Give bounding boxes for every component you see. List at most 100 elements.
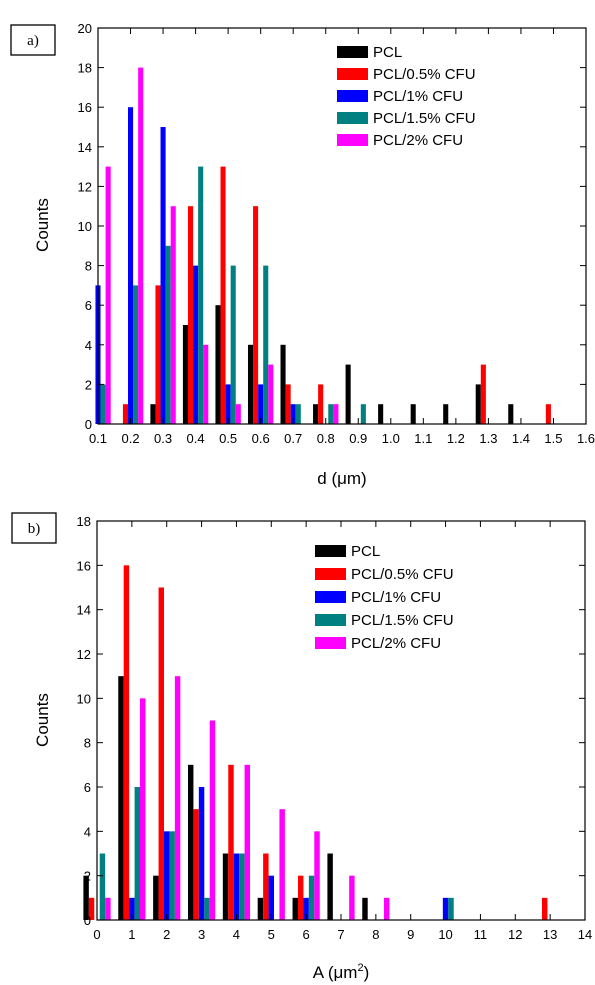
legend-label-a-0: PCL xyxy=(373,44,402,61)
bar-a-series-2-pt-3 xyxy=(193,265,199,424)
bar-b-series-0-pt-7 xyxy=(327,853,333,920)
x-tick-label-a-11: 1.2 xyxy=(447,431,465,446)
bar-a-series-3-pt-5 xyxy=(263,265,269,424)
bar-b-series-2-pt-0 xyxy=(129,897,135,920)
bar-b-series-4-pt-2 xyxy=(174,676,181,920)
bar-b-series-1-pt-4 xyxy=(228,764,234,920)
x-tick-label-b-9: 9 xyxy=(407,927,414,942)
bar-b-series-4-pt-7 xyxy=(349,875,355,920)
x-axis-label-b: A (μm2) xyxy=(313,962,370,982)
panel-label-frame-a xyxy=(10,24,56,56)
bar-b-series-0-pt-4 xyxy=(222,853,229,920)
bar-b-series-4-pt-3 xyxy=(209,720,216,920)
bar-a-series-1-pt-8 xyxy=(545,404,551,424)
bar-a-series-2-pt-6 xyxy=(290,404,296,424)
bar-a-series-4-pt-3 xyxy=(203,344,209,424)
legend-a: PCL PCL/0.5% CFU PCL/1% CFU PCL/1.5% CFU PCL… xyxy=(337,44,476,149)
x-tick-label-a-14: 1.5 xyxy=(544,431,562,446)
bar-b-series-0-pt-1 xyxy=(118,676,124,920)
bar-b-series-1-pt-6 xyxy=(297,875,304,920)
chart-panel-a: a) 0.1 0.2 0.3 0.4 0.5 0.6 0.7 0.8 0.9 1.0 1.1 1.2 1… xyxy=(10,21,595,488)
legend-label-b-4: PCL/2% CFU xyxy=(351,635,441,652)
bar-a-series-1-pt-6 xyxy=(318,384,324,424)
bar-b-series-0-pt-6 xyxy=(292,897,298,920)
x-tick-label-b-3: 3 xyxy=(198,927,205,942)
x-tick-label-a-15: 1.6 xyxy=(577,431,595,446)
bar-b-series-3-pt-4 xyxy=(239,853,245,920)
bar-a-series-2-pt-5 xyxy=(258,384,264,424)
legend-swatch-a-1 xyxy=(337,68,368,80)
bar-b-series-2-pt-1 xyxy=(164,831,170,920)
bar-a-series-4-pt-0 xyxy=(105,166,111,424)
bar-b-series-4-pt-1 xyxy=(140,698,146,920)
x-tick-label-b-4: 4 xyxy=(233,927,240,942)
bar-b-series-4-pt-4 xyxy=(244,764,251,920)
y-tick-label-a-6: 12 xyxy=(78,179,92,194)
bar-b-series-1-pt-5 xyxy=(263,853,269,920)
bar-a-series-0-pt-11 xyxy=(508,404,514,424)
y-tick-label-b-0: 0 xyxy=(84,913,91,928)
legend-swatch-b-1 xyxy=(315,568,346,580)
bar-a-series-0-pt-4 xyxy=(280,344,286,424)
bar-a-series-0-pt-5 xyxy=(313,404,319,424)
y-tick-label-b-8: 16 xyxy=(77,558,91,573)
bar-b-series-3-pt-2 xyxy=(169,831,175,920)
bar-a-series-1-pt-2 xyxy=(187,206,194,424)
x-tick-label-b-12: 12 xyxy=(508,927,522,942)
x-tick-label-b-6: 6 xyxy=(303,927,310,942)
y-tick-label-a-3: 6 xyxy=(85,298,92,313)
y-tick-label-a-1: 2 xyxy=(85,377,92,392)
bar-b-series-1-pt-7 xyxy=(541,897,548,920)
bar-b-series-3-pt-0 xyxy=(99,853,106,920)
bar-a-series-0-pt-6 xyxy=(345,364,351,424)
bar-b-series-2-pt-2 xyxy=(198,787,205,920)
bar-a-series-3-pt-6 xyxy=(295,404,301,424)
bar-a-series-0-pt-7 xyxy=(378,404,384,424)
y-tick-label-a-0: 0 xyxy=(85,417,92,432)
legend-label-b-1: PCL/0.5% CFU xyxy=(351,566,454,583)
legend-swatch-a-3 xyxy=(337,112,368,124)
bar-a-series-0-pt-8 xyxy=(410,404,416,424)
bar-b-series-4-pt-8 xyxy=(384,897,390,920)
panel-label-b: b) xyxy=(28,521,41,537)
x-tick-label-a-0: 0.1 xyxy=(89,431,107,446)
bar-b-series-0-pt-0 xyxy=(83,875,89,920)
bar-b-series-2-pt-6 xyxy=(442,897,449,920)
bar-a-series-4-pt-1 xyxy=(138,67,144,424)
bar-b-series-0-pt-5 xyxy=(257,897,264,920)
plot-frame-a xyxy=(97,27,587,425)
x-tick-label-b-1: 1 xyxy=(128,927,135,942)
y-tick-label-b-2: 4 xyxy=(84,824,91,839)
x-tick-label-b-8: 8 xyxy=(372,927,379,942)
x-tick-label-a-3: 0.4 xyxy=(187,431,205,446)
bar-b-series-1-pt-1 xyxy=(123,565,130,920)
x-tick-label-a-8: 0.9 xyxy=(349,431,367,446)
panel-label-box-a: a) xyxy=(10,24,56,56)
panel-label-box-b: b) xyxy=(11,512,57,544)
legend-label-a-1: PCL/0.5% CFU xyxy=(373,66,476,83)
legend-label-a-3: PCL/1.5% CFU xyxy=(373,110,476,127)
bar-a-series-3-pt-8 xyxy=(360,404,366,424)
bar-b-series-2-pt-3 xyxy=(233,853,240,920)
x-axis-label-a: d (μm) xyxy=(317,469,366,488)
x-tick-label-a-1: 0.2 xyxy=(121,431,139,446)
bar-a-series-1-pt-3 xyxy=(220,166,226,424)
x-tick-label-a-2: 0.3 xyxy=(154,431,172,446)
bar-b-series-1-pt-0 xyxy=(88,897,95,920)
bar-a-series-3-pt-3 xyxy=(198,166,204,424)
x-axis-label-b-main: A (μm xyxy=(313,963,358,982)
x-tick-label-a-6: 0.7 xyxy=(284,431,302,446)
y-tick-label-a-8: 16 xyxy=(78,100,92,115)
y-axis-label-a: Counts xyxy=(33,198,52,252)
bars-b xyxy=(83,565,548,920)
bar-b-series-3-pt-5 xyxy=(308,875,315,920)
x-tick-label-b-14: 14 xyxy=(578,927,592,942)
legend-swatch-b-0 xyxy=(315,545,346,557)
bar-a-series-4-pt-4 xyxy=(235,404,241,424)
bar-a-series-0-pt-9 xyxy=(443,404,449,424)
axis-ticks-a: 0.1 0.2 0.3 0.4 0.5 0.6 0.7 0.8 0.9 1.0 1.1 1.2 1.3 1… xyxy=(78,21,595,446)
bar-a-series-3-pt-1 xyxy=(133,285,139,424)
bar-b-series-2-pt-4 xyxy=(268,875,275,920)
